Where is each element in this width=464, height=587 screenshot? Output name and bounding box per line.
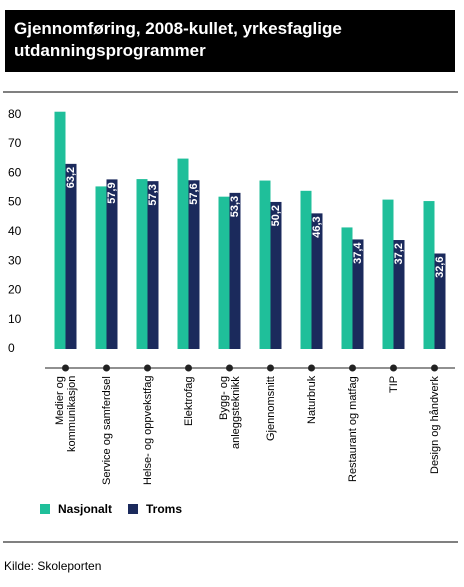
value-label: 57,6 — [188, 183, 200, 204]
bar — [65, 163, 77, 349]
bar — [341, 227, 353, 349]
bar — [177, 158, 189, 349]
x-tick-label: Gjennomsnitt — [264, 376, 277, 441]
bar — [259, 180, 271, 349]
x-tick-label: TIP — [387, 376, 400, 394]
bar — [218, 196, 230, 349]
bar — [393, 240, 405, 349]
y-tick-label: 10 — [8, 312, 22, 326]
value-label: 50,2 — [270, 205, 282, 226]
value-label: 37,4 — [352, 242, 364, 264]
x-tick-label: Naturbruk — [305, 376, 318, 425]
x-tick-label: Elektrofag — [182, 376, 195, 426]
x-tick-label: Helse- og oppvekstfag — [141, 376, 154, 486]
y-tick-label: 70 — [8, 136, 22, 150]
value-label: 32,6 — [434, 257, 446, 278]
value-label: 53,3 — [229, 196, 241, 217]
chart-title: Gjennomføring, 2008-kullet, yrkesfaglige… — [14, 19, 342, 60]
legend-swatch — [128, 504, 138, 514]
y-tick-label: 20 — [8, 283, 22, 297]
x-tick-label: Restaurant og matfag — [346, 376, 359, 482]
legend-label: Troms — [146, 502, 182, 516]
bar — [352, 239, 364, 349]
y-tick-label: 50 — [8, 195, 22, 209]
y-tick-label: 60 — [8, 165, 22, 179]
bar — [106, 179, 118, 349]
value-label: 57,9 — [106, 182, 118, 203]
legend-label: Nasjonalt — [58, 502, 112, 516]
bar — [270, 201, 282, 349]
bar — [423, 201, 435, 349]
x-tick-label: Service og samferdsel — [100, 376, 113, 485]
value-label: 37,2 — [393, 243, 405, 264]
value-label: 63,2 — [65, 167, 77, 188]
bar — [95, 186, 107, 349]
legend-swatch — [40, 504, 50, 514]
y-tick-label: 0 — [8, 341, 15, 355]
x-tick-label: Medier og kommunikasjon — [53, 376, 78, 453]
bar — [147, 181, 159, 349]
value-label: 57,3 — [147, 184, 159, 205]
bar — [382, 199, 394, 349]
bar — [229, 192, 241, 349]
bar — [300, 190, 312, 349]
x-tick-label: Bygg- og anleggsteknikk — [217, 376, 242, 449]
header: Gjennomføring, 2008-kullet, yrkesfaglige… — [5, 10, 455, 72]
value-label: 46,3 — [311, 216, 323, 237]
y-tick-label: 30 — [8, 253, 22, 267]
source: Kilde: Skoleporten — [4, 559, 102, 573]
y-tick-label: 40 — [8, 224, 22, 238]
bar — [136, 179, 148, 349]
bar — [188, 180, 200, 349]
bar — [311, 213, 323, 349]
x-tick-label: Design og håndverk — [428, 376, 441, 474]
bar — [54, 111, 66, 349]
bar — [434, 253, 446, 349]
y-tick-label: 80 — [8, 107, 22, 121]
